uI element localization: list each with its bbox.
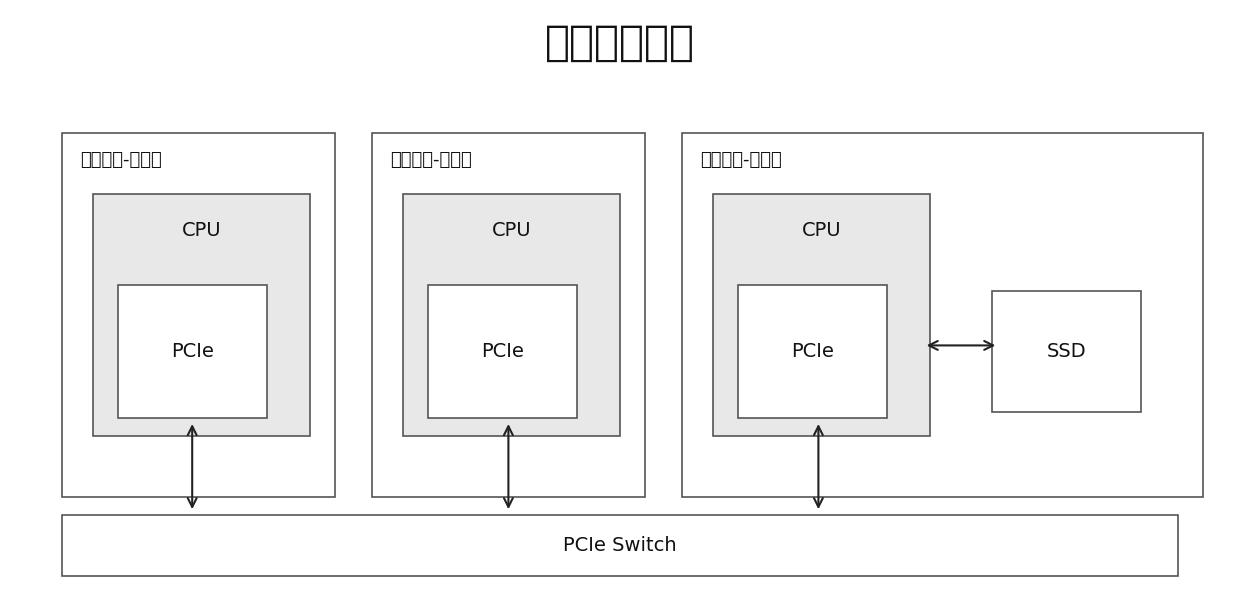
Text: PCIe Switch: PCIe Switch xyxy=(563,536,677,555)
Text: 处理模块-服务端: 处理模块-服务端 xyxy=(701,152,782,170)
Bar xyxy=(428,285,577,418)
Bar xyxy=(93,194,310,436)
Text: PCIe: PCIe xyxy=(171,342,213,361)
Bar xyxy=(992,291,1141,412)
Text: PCIe: PCIe xyxy=(481,342,523,361)
Bar xyxy=(118,285,267,418)
Text: CPU: CPU xyxy=(802,221,841,240)
Text: 处理模块-客户端: 处理模块-客户端 xyxy=(391,152,472,170)
Text: SSD: SSD xyxy=(1047,342,1086,361)
Bar xyxy=(62,515,1178,576)
Bar xyxy=(682,133,1203,497)
Bar xyxy=(403,194,620,436)
Bar xyxy=(62,133,335,497)
Text: PCIe: PCIe xyxy=(791,342,833,361)
Bar xyxy=(713,194,930,436)
Text: 航空电子设备: 航空电子设备 xyxy=(546,21,694,64)
Bar xyxy=(738,285,887,418)
Bar xyxy=(372,133,645,497)
Text: CPU: CPU xyxy=(182,221,221,240)
Text: 处理模块-客户端: 处理模块-客户端 xyxy=(81,152,162,170)
Text: CPU: CPU xyxy=(492,221,531,240)
